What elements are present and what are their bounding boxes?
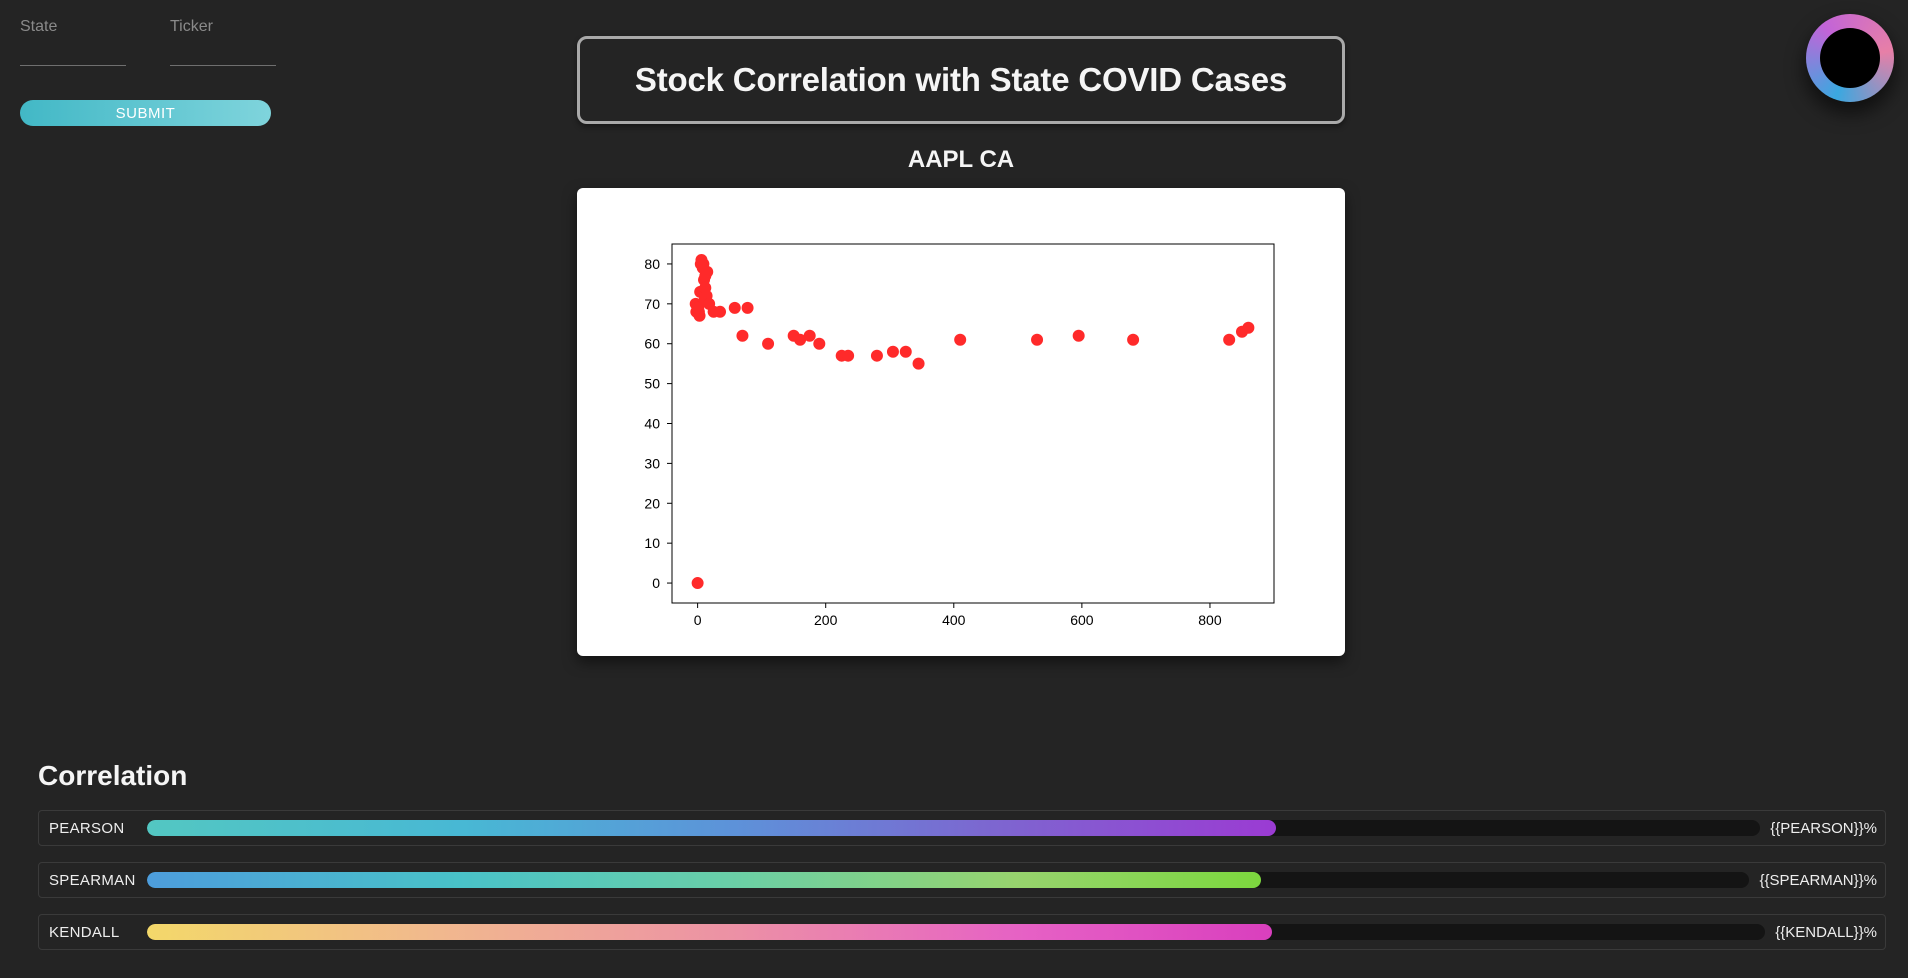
page-title-box: Stock Correlation with State COVID Cases: [577, 36, 1345, 124]
state-label: State: [20, 18, 126, 36]
correlation-row: KENDALL {{KENDALL}}%: [38, 914, 1886, 950]
correlation-label: SPEARMAN: [49, 872, 147, 889]
correlation-fill: [147, 924, 1272, 940]
svg-text:30: 30: [644, 455, 660, 471]
record-orb-button[interactable]: [1806, 14, 1894, 102]
correlation-track: [147, 820, 1760, 836]
svg-text:70: 70: [644, 296, 660, 312]
svg-text:400: 400: [942, 612, 966, 628]
svg-text:200: 200: [814, 612, 838, 628]
correlation-track: [147, 924, 1765, 940]
correlation-track: [147, 872, 1749, 888]
svg-text:80: 80: [644, 256, 660, 272]
form-row: State Ticker: [20, 18, 300, 66]
page-title: Stock Correlation with State COVID Cases: [610, 61, 1312, 99]
correlation-label: KENDALL: [49, 924, 147, 941]
correlation-fill: [147, 872, 1261, 888]
correlation-row: SPEARMAN {{SPEARMAN}}%: [38, 862, 1886, 898]
chart-stage: Stock Correlation with State COVID Cases…: [577, 36, 1345, 656]
input-form: State Ticker SUBMIT: [20, 18, 300, 126]
ticker-field-wrap: Ticker: [170, 18, 276, 66]
svg-text:60: 60: [644, 336, 660, 352]
state-input[interactable]: [20, 64, 126, 66]
correlation-title: Correlation: [38, 760, 1886, 792]
correlation-section: Correlation PEARSON {{PEARSON}}% SPEARMAN {…: [38, 760, 1886, 966]
correlation-label: PEARSON: [49, 820, 147, 837]
svg-text:600: 600: [1070, 612, 1094, 628]
submit-button[interactable]: SUBMIT: [20, 100, 271, 126]
orb-inner-icon: [1820, 28, 1880, 88]
svg-text:800: 800: [1198, 612, 1222, 628]
ticker-input[interactable]: [170, 64, 276, 66]
correlation-value: {{PEARSON}}%: [1770, 820, 1877, 837]
correlation-row: PEARSON {{PEARSON}}%: [38, 810, 1886, 846]
svg-text:0: 0: [652, 575, 660, 591]
chart-subtitle: AAPL CA: [577, 146, 1345, 174]
svg-text:0: 0: [694, 612, 702, 628]
correlation-value: {{SPEARMAN}}%: [1759, 872, 1877, 889]
ticker-label: Ticker: [170, 18, 276, 36]
svg-text:40: 40: [644, 416, 660, 432]
scatter-chart: 0 200 400 600 800 0 10 20 30 40 50 60 70 80: [577, 188, 1345, 656]
correlation-value: {{KENDALL}}%: [1775, 924, 1877, 941]
chart-card: 0 200 400 600 800 0 10 20 30 40 50 60 70 80: [577, 188, 1345, 656]
svg-text:50: 50: [644, 376, 660, 392]
state-field-wrap: State: [20, 18, 126, 66]
correlation-fill: [147, 820, 1276, 836]
svg-text:20: 20: [644, 495, 660, 511]
svg-text:10: 10: [644, 535, 660, 551]
